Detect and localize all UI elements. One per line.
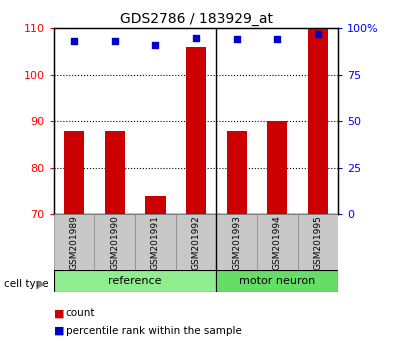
- Bar: [186, 47, 206, 214]
- Text: motor neuron: motor neuron: [239, 276, 316, 286]
- Bar: [135, 214, 176, 271]
- Text: count: count: [66, 308, 95, 318]
- Text: GSM201992: GSM201992: [191, 215, 201, 270]
- Bar: [54, 214, 94, 271]
- Text: GSM201989: GSM201989: [70, 215, 78, 270]
- Text: percentile rank within the sample: percentile rank within the sample: [66, 326, 242, 336]
- Bar: [267, 121, 287, 214]
- Bar: [226, 131, 247, 214]
- Title: GDS2786 / 183929_at: GDS2786 / 183929_at: [119, 12, 273, 26]
- Text: ▶: ▶: [38, 279, 45, 289]
- Point: [234, 37, 240, 42]
- Bar: [298, 214, 338, 271]
- Text: ■: ■: [54, 308, 64, 318]
- Bar: [105, 131, 125, 214]
- Point: [152, 42, 158, 48]
- Bar: [54, 270, 217, 292]
- Bar: [257, 214, 298, 271]
- Bar: [64, 131, 84, 214]
- Bar: [94, 214, 135, 271]
- Text: reference: reference: [108, 276, 162, 286]
- Text: GSM201991: GSM201991: [151, 215, 160, 270]
- Bar: [145, 195, 166, 214]
- Point: [71, 39, 77, 44]
- Text: GSM201994: GSM201994: [273, 215, 282, 270]
- Text: GSM201995: GSM201995: [314, 215, 322, 270]
- Bar: [308, 28, 328, 214]
- Point: [274, 37, 281, 42]
- Text: ■: ■: [54, 326, 64, 336]
- Point: [193, 35, 199, 40]
- Bar: [217, 214, 257, 271]
- Point: [111, 39, 118, 44]
- Bar: [217, 270, 338, 292]
- Text: cell type: cell type: [4, 279, 49, 289]
- Point: [315, 31, 321, 37]
- Text: GSM201993: GSM201993: [232, 215, 241, 270]
- Bar: [176, 214, 217, 271]
- Text: GSM201990: GSM201990: [110, 215, 119, 270]
